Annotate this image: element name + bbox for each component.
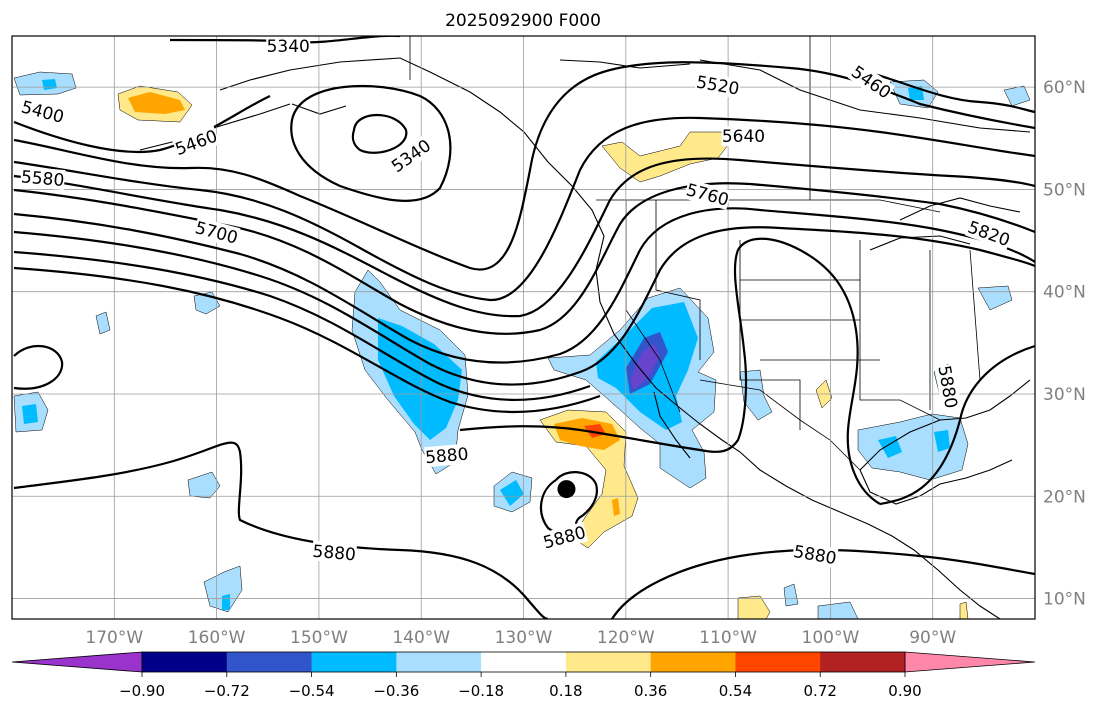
pos-anomaly-hurricane-core	[612, 498, 620, 516]
longitude-tick-label: 110°W	[699, 628, 757, 648]
contour-line	[13, 116, 1035, 302]
neg-anomaly-patch	[817, 601, 859, 619]
colorbar: −0.90 −0.72 −0.54 −0.36 −0.18 0.18 0.36 0.54 0.7…	[11, 651, 1036, 700]
colorbar-tick-label: −0.18	[458, 682, 504, 700]
neg-anomaly-patch	[500, 480, 524, 506]
contour-line	[13, 157, 1035, 318]
colorbar-segment	[481, 652, 567, 672]
colorbar-extend-high	[904, 651, 1036, 673]
colorbar-segment	[735, 652, 821, 672]
contour-label: 5880	[423, 443, 470, 468]
colorbar-segment	[820, 652, 906, 672]
longitude-tick-label: 100°W	[802, 628, 860, 648]
latitude-tick-label: 60°N	[1043, 78, 1086, 98]
contour-line	[351, 113, 408, 154]
colorbar-segment	[226, 652, 313, 672]
colorbar-tick-label: 0.54	[719, 682, 752, 700]
contour-line	[13, 226, 1035, 386]
map-panel: 5340534054005460558057005880588058805880…	[12, 36, 1035, 619]
map-frame	[11, 35, 1036, 620]
contour-line	[859, 68, 1035, 114]
storm-center-marker	[557, 480, 576, 499]
colorbar-frame	[141, 651, 906, 673]
contour-label-text: 5340	[267, 37, 310, 57]
neg-anomaly-gulf-core	[878, 430, 950, 458]
colorbar-extend-low	[11, 651, 143, 673]
contour-line	[13, 250, 591, 402]
contour-line	[13, 344, 64, 390]
colorbar-segment	[650, 652, 736, 672]
longitude-tick-label: 120°W	[597, 628, 655, 648]
contour-line	[459, 237, 881, 505]
contour-label: 5880	[933, 363, 962, 411]
pos-anomaly-hurricane-peak	[584, 424, 606, 438]
longitude-tick-label: 130°W	[495, 628, 553, 648]
colorbar-tick-label: 0.90	[888, 682, 921, 700]
colorbar-tick-label: −0.54	[289, 682, 335, 700]
latitude-tick-label: 10°N	[1043, 590, 1086, 610]
neg-anomaly-patch	[222, 594, 230, 610]
colorbar-tick-label: −0.90	[119, 682, 165, 700]
neg-anomaly-patch	[187, 471, 221, 499]
figure-title: 2025092900 F000	[445, 11, 601, 31]
neg-anomaly-trough-core	[378, 318, 462, 440]
anomaly-shading	[13, 71, 1031, 619]
neg-anomaly-patch	[203, 565, 243, 613]
contour-label: 5580	[19, 166, 66, 191]
colorbar-tick-label: 0.36	[634, 682, 667, 700]
longitude-tick-label: 150°W	[290, 628, 348, 648]
colorbar-tick-label: 0.18	[549, 682, 582, 700]
colorbar-tick-label: 0.72	[804, 682, 837, 700]
latitude-tick-label: 30°N	[1043, 385, 1086, 405]
contour-line	[13, 207, 1035, 364]
contour-label-text: 5640	[722, 127, 765, 147]
longitude-tick-label: 140°W	[392, 628, 450, 648]
pos-anomaly-small	[959, 601, 969, 619]
contour-label-text: 5880	[312, 542, 357, 566]
longitude-tick-label: 90°W	[909, 628, 956, 648]
neg-anomaly-patch	[739, 369, 773, 421]
pos-anomaly-small	[737, 595, 771, 619]
neg-anomaly-patch	[783, 583, 799, 607]
pos-anomaly-hurricane-core	[554, 418, 620, 450]
colorbar-segment	[142, 652, 228, 672]
contour-label: 5340	[266, 36, 311, 57]
contour-label: 5640	[721, 126, 766, 147]
contour-label: 5880	[311, 540, 358, 566]
contour-line	[879, 344, 1035, 506]
colorbar-segment	[311, 652, 397, 672]
contour-line	[13, 95, 271, 154]
neg-anomaly-southwest-purple	[630, 344, 660, 390]
coastlines	[139, 36, 1031, 619]
contour-label-text: 5880	[424, 444, 469, 468]
pos-anomaly-hurricane	[539, 409, 639, 549]
longitude-tick-label: 170°W	[85, 628, 143, 648]
contour-line	[13, 441, 549, 619]
longitude-tick-label: 160°W	[188, 628, 246, 648]
longitude-labels: 170°W 160°W 150°W 140°W 130°W 120°W 110°W 100°W…	[85, 628, 956, 648]
colorbar-tick-label: −0.36	[373, 682, 419, 700]
neg-anomaly-patch	[22, 404, 38, 424]
contour-line	[290, 84, 452, 202]
latitude-tick-label: 40°N	[1043, 283, 1086, 303]
latitude-tick-label: 20°N	[1043, 487, 1086, 507]
latitude-tick-label: 50°N	[1043, 180, 1086, 200]
latitude-labels: 60°N 50°N 40°N 30°N 20°N 10°N	[1043, 78, 1086, 609]
colorbar-tick-label: −0.72	[204, 682, 250, 700]
colorbar-segment	[565, 652, 652, 672]
contour-line	[13, 266, 601, 414]
contour-label-text: 5580	[20, 167, 65, 191]
neg-anomaly-patch	[95, 311, 111, 335]
pos-anomaly-alaska-core	[128, 92, 185, 114]
colorbar-segment	[396, 652, 482, 672]
